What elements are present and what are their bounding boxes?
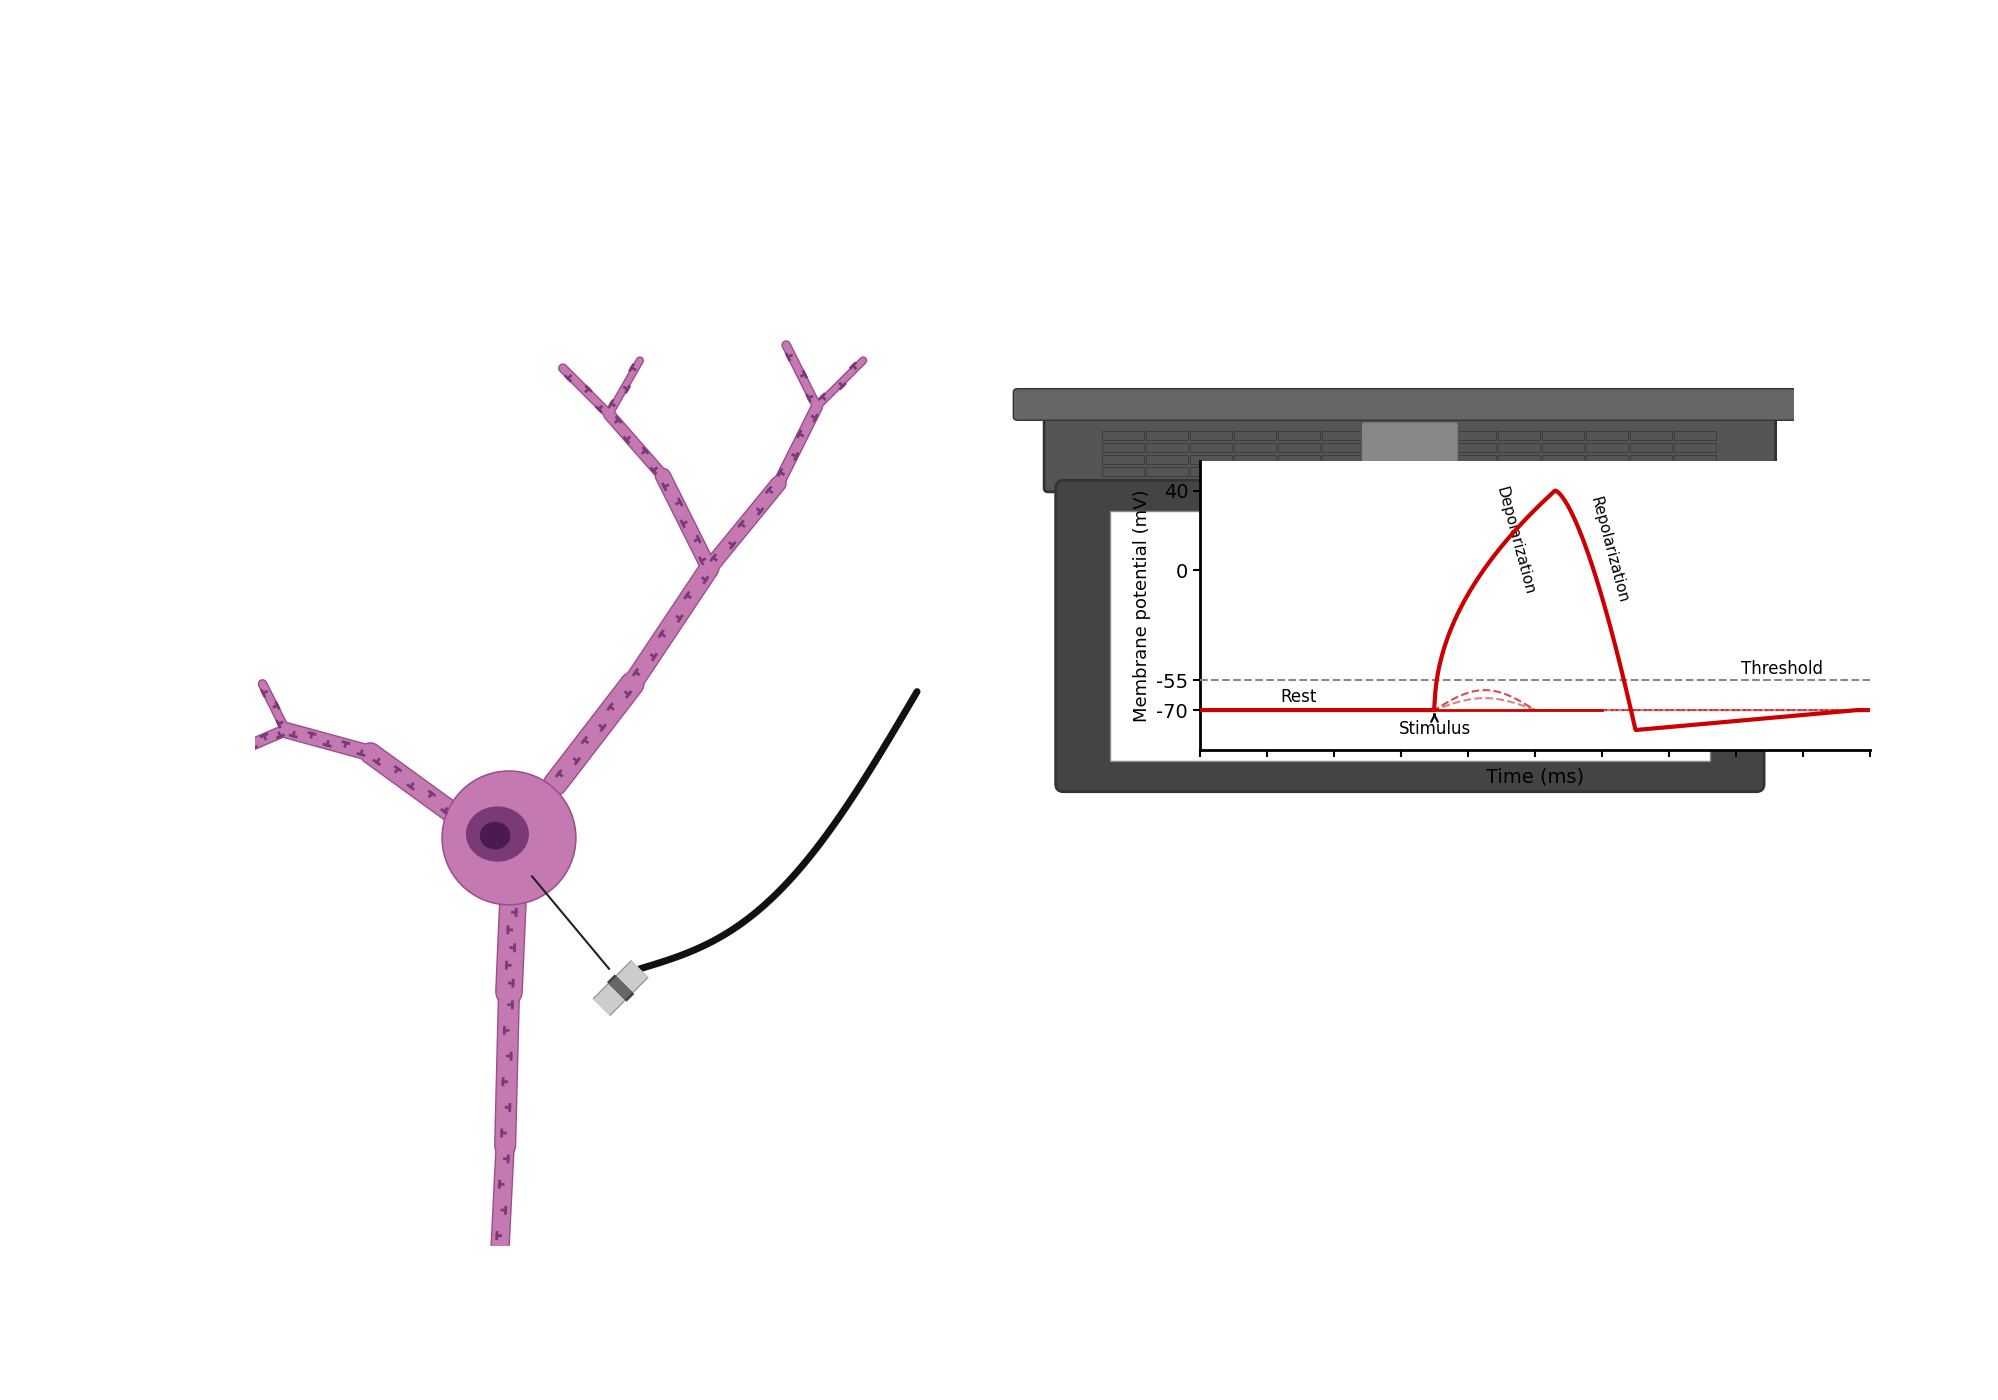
Bar [1145,431,1187,440]
Bar [1365,431,1407,440]
Bar [1277,444,1319,452]
Text: Repolarization: Repolarization [1586,496,1628,605]
Bar [1628,468,1670,476]
Bar [1409,468,1451,476]
Text: Rest: Rest [1281,687,1317,706]
Bar [1540,444,1582,452]
Bar [1233,455,1275,465]
Bar [1453,455,1495,465]
Bar [1409,455,1451,465]
Bar [1321,431,1363,440]
Bar [1453,444,1495,452]
Text: Depolarization: Depolarization [1493,484,1536,596]
Bar [1497,431,1538,440]
Bar [1109,511,1710,762]
Bar [1540,431,1582,440]
FancyBboxPatch shape [1013,389,1806,420]
Bar [1321,455,1363,465]
Bar [1233,468,1275,476]
Bar [1584,468,1626,476]
Bar [1189,468,1231,476]
Bar [1101,468,1143,476]
Bar [1497,468,1538,476]
Bar [1145,468,1187,476]
Bar [1277,468,1319,476]
FancyBboxPatch shape [1055,480,1762,792]
Bar [1628,431,1670,440]
Ellipse shape [480,823,509,848]
Y-axis label: Membrane potential (mV): Membrane potential (mV) [1133,489,1151,721]
Bar [1365,455,1407,465]
Bar [1584,455,1626,465]
Ellipse shape [444,773,573,903]
Bar [1365,468,1407,476]
Bar [1628,444,1670,452]
Bar [1233,431,1275,440]
Bar [1101,455,1143,465]
Bar [1145,455,1187,465]
Bar [1189,444,1231,452]
Bar [1321,444,1363,452]
Bar [1672,468,1714,476]
Bar [1145,444,1187,452]
Bar [1365,444,1407,452]
X-axis label: Time (ms): Time (ms) [1485,767,1582,787]
Bar [1672,444,1714,452]
Bar [1672,455,1714,465]
Bar [1277,455,1319,465]
Bar [1189,455,1231,465]
Ellipse shape [476,1375,509,1400]
Bar [1189,431,1231,440]
Bar [1409,431,1451,440]
Text: Threshold: Threshold [1740,661,1822,678]
Bar [1540,455,1582,465]
Bar [1101,444,1143,452]
Ellipse shape [466,806,527,861]
Bar [1453,468,1495,476]
Bar [1101,431,1143,440]
Bar [1409,444,1451,452]
Bar [1584,444,1626,452]
Bar [1497,455,1538,465]
Bar [1277,431,1319,440]
FancyBboxPatch shape [1043,413,1774,491]
Bar [1584,431,1626,440]
Bar [1321,468,1363,476]
Ellipse shape [478,1378,509,1400]
Bar [1497,444,1538,452]
FancyBboxPatch shape [1361,421,1459,473]
Bar [1453,431,1495,440]
Ellipse shape [442,771,575,904]
Bar [1628,455,1670,465]
Bar [1233,444,1275,452]
Bar [1672,431,1714,440]
Bar [1540,468,1582,476]
Text: Stimulus: Stimulus [1399,714,1471,738]
